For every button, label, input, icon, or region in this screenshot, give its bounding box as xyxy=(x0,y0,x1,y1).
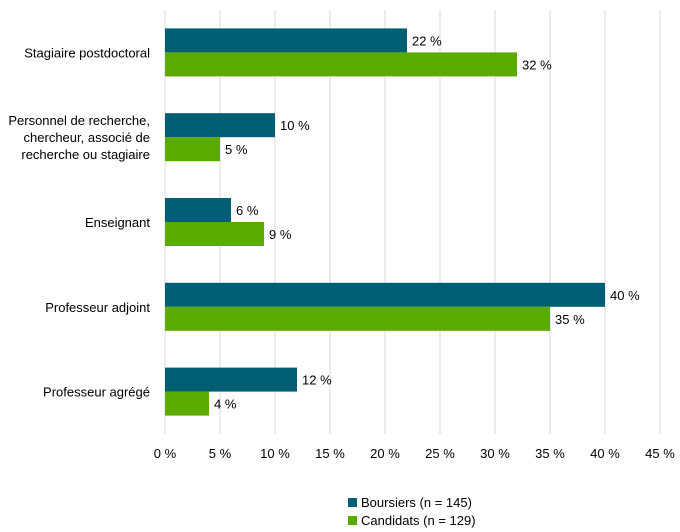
legend-swatch-boursiers xyxy=(348,497,357,507)
x-tick-label: 35 % xyxy=(535,446,565,461)
bar xyxy=(165,367,297,392)
legend-item-candidats: Candidats (n = 129) xyxy=(348,511,476,529)
legend: Boursiers (n = 145) Candidats (n = 129) xyxy=(348,493,476,529)
data-label: 40 % xyxy=(610,288,640,303)
bars xyxy=(165,28,605,416)
bar xyxy=(165,282,605,307)
x-tick-label: 30 % xyxy=(480,446,510,461)
category-labels: Stagiaire postdoctoral Personnel de reche… xyxy=(8,45,150,399)
data-label: 35 % xyxy=(555,312,585,327)
bar xyxy=(165,113,275,138)
gridlines xyxy=(164,10,661,434)
bar xyxy=(165,198,231,222)
x-tick-label: 20 % xyxy=(370,446,400,461)
data-label: 12 % xyxy=(302,373,332,388)
x-tick-label: 10 % xyxy=(260,446,290,461)
data-label: 5 % xyxy=(225,142,248,157)
category-label: Stagiaire postdoctoral xyxy=(24,45,150,60)
legend-label-candidats: Candidats (n = 129) xyxy=(361,512,476,528)
data-label: 10 % xyxy=(280,118,310,133)
category-label: Professeur adjoint xyxy=(45,300,150,315)
bar xyxy=(165,391,209,416)
data-label: 4 % xyxy=(214,397,237,412)
bar xyxy=(165,222,264,246)
bar xyxy=(165,306,550,331)
x-tick-label: 25 % xyxy=(425,446,455,461)
x-tick-labels: 0 % 5 % 10 % 15 % 20 % 25 % 30 % 35 % 40 % 45 % xyxy=(154,446,675,461)
category-label: Professeur agrégé xyxy=(43,385,150,400)
legend-item-boursiers: Boursiers (n = 145) xyxy=(348,493,476,511)
x-tick-label: 40 % xyxy=(590,446,620,461)
data-labels: 22 % 32 % 10 % 5 % 6 % 9 % 40 % 35 % 12 % 4 % xyxy=(214,33,640,411)
bar xyxy=(165,28,407,53)
legend-label-boursiers: Boursiers (n = 145) xyxy=(361,494,472,510)
x-tick-label: 0 % xyxy=(154,446,177,461)
x-tick-label: 45 % xyxy=(645,446,675,461)
data-label: 22 % xyxy=(412,33,442,48)
data-label: 9 % xyxy=(269,227,292,242)
legend-swatch-candidats xyxy=(348,515,357,525)
x-tick-label: 15 % xyxy=(315,446,345,461)
data-label: 6 % xyxy=(236,203,259,218)
category-label: Personnel de recherche, chercheur, associ… xyxy=(8,113,150,162)
x-tick-label: 5 % xyxy=(209,446,232,461)
category-label: Enseignant xyxy=(85,215,150,230)
bar xyxy=(165,52,517,77)
data-label: 32 % xyxy=(522,57,552,72)
bar xyxy=(165,137,220,162)
